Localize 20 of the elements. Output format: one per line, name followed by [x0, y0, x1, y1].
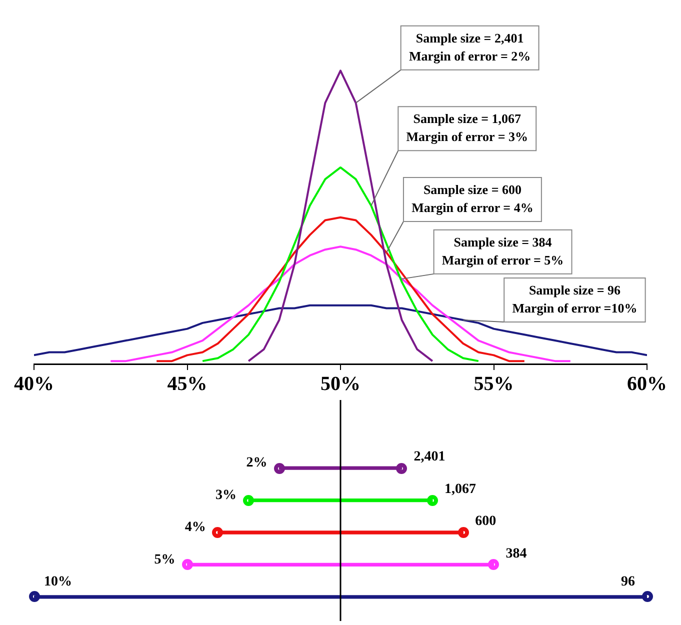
annotation: 600	[475, 514, 496, 530]
x-tick-label: 45%	[167, 373, 208, 396]
annotation: 2,401	[414, 450, 446, 465]
x-tick-label: 40%	[14, 373, 54, 396]
annotation: Sample size = 1,067 Margin of error = 3%	[406, 110, 528, 144]
annotation: 10%	[44, 574, 72, 590]
annotation: 96	[621, 574, 635, 590]
annotation: Sample size = 600 Margin of error = 4%	[412, 182, 534, 215]
annotation: 1,067	[444, 482, 476, 497]
annotation: 2%	[246, 456, 268, 471]
annotation: 384	[506, 546, 527, 562]
annotation: Sample size = 96 Margin of error =10%	[512, 282, 638, 316]
x-tick-label: 50%	[320, 373, 360, 396]
annotation: 3%	[216, 488, 237, 503]
annotation: 5%	[154, 552, 176, 568]
annotation: 4%	[184, 520, 206, 536]
x-tick-label: 60%	[627, 373, 667, 396]
annotation: Sample size = 2,401 Margin of error = 2%	[408, 30, 531, 64]
annotation: Sample size = 384 Margin of error = 5%	[442, 234, 564, 268]
x-tick-label: 55%	[474, 373, 514, 396]
